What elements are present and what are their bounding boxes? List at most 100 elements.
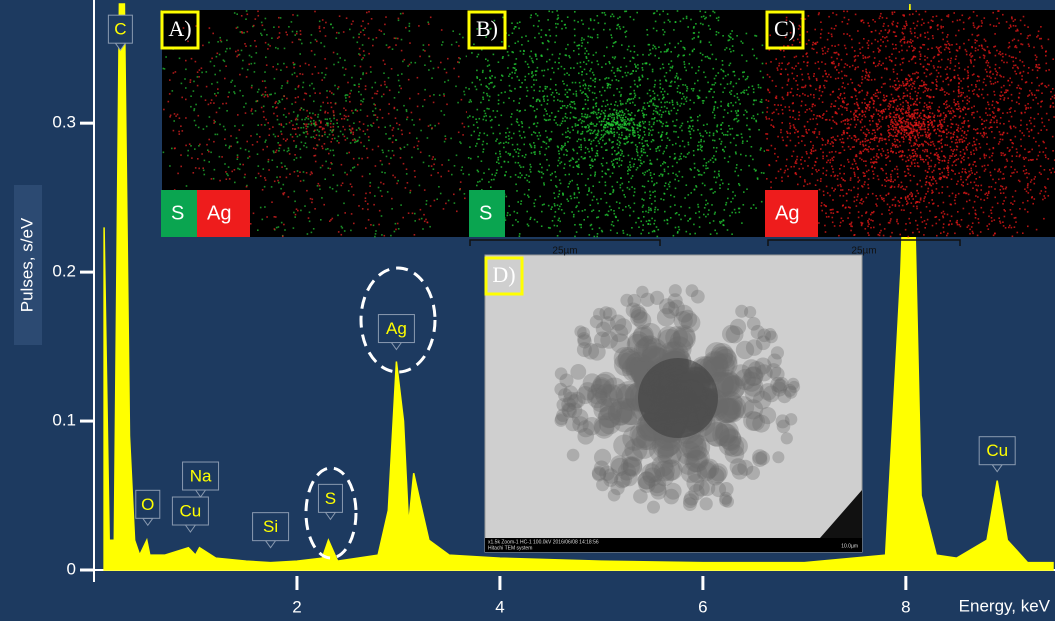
x-tick-label: 6: [698, 597, 707, 616]
map-dot: [407, 144, 409, 146]
map-dot: [924, 151, 926, 153]
map-dot: [760, 87, 762, 89]
map-dot: [469, 115, 471, 117]
map-dot: [731, 30, 733, 32]
map-dot: [623, 115, 625, 117]
map-dot: [365, 193, 367, 195]
map-dot: [262, 189, 264, 191]
map-dot: [572, 129, 574, 131]
map-dot: [584, 53, 586, 55]
map-dot: [311, 124, 313, 126]
map-dot: [590, 204, 592, 206]
map-dot: [654, 55, 656, 57]
map-dot: [596, 137, 598, 139]
map-dot: [324, 58, 326, 60]
map-dot: [658, 229, 660, 231]
map-dot: [973, 25, 975, 27]
map-dot: [624, 196, 626, 198]
map-dot: [249, 55, 251, 57]
map-dot: [610, 84, 612, 86]
map-dot: [890, 128, 892, 130]
map-dot: [873, 114, 875, 116]
map-dot: [1023, 158, 1025, 160]
map-dot: [590, 167, 592, 169]
map-dot: [549, 140, 551, 142]
map-dot: [813, 73, 815, 75]
map-dot: [276, 69, 278, 71]
map-dot: [728, 103, 730, 105]
map-dot: [528, 66, 530, 68]
map-dot: [649, 124, 651, 126]
map-dot: [847, 64, 849, 66]
map-dot: [424, 64, 426, 66]
map-dot: [446, 72, 448, 74]
map-dot: [576, 161, 578, 163]
map-dot: [583, 121, 585, 123]
map-dot: [781, 177, 783, 179]
map-dot: [727, 83, 729, 85]
map-dot: [885, 29, 887, 31]
map-dot: [566, 96, 568, 98]
map-dot: [702, 136, 704, 138]
map-dot: [359, 48, 361, 50]
map-dot: [332, 150, 334, 152]
map-dot: [597, 37, 599, 39]
map-dot: [653, 110, 655, 112]
map-dot: [324, 178, 326, 180]
map-dot: [333, 52, 335, 54]
map-dot: [947, 34, 949, 36]
map-dot: [237, 141, 239, 143]
map-dot: [804, 86, 806, 88]
map-dot: [663, 34, 665, 36]
map-dot: [990, 24, 992, 26]
map-dot: [190, 81, 192, 83]
map-dot: [679, 145, 681, 147]
map-dot: [1041, 92, 1043, 94]
map-dot: [341, 234, 343, 236]
map-dot: [896, 99, 898, 101]
map-dot: [575, 125, 577, 127]
map-dot: [191, 157, 193, 159]
map-dot: [606, 47, 608, 49]
map-dot: [638, 77, 640, 79]
map-dot: [389, 90, 391, 92]
map-dot: [494, 175, 496, 177]
map-dot: [619, 111, 621, 113]
map-dot: [390, 138, 392, 140]
map-dot: [400, 88, 402, 90]
map-dot: [955, 142, 957, 144]
map-dot: [806, 109, 808, 111]
map-dot: [363, 50, 365, 52]
map-dot: [1026, 107, 1028, 109]
map-dot: [880, 30, 882, 32]
map-dot: [713, 133, 715, 135]
map-dot: [616, 112, 618, 114]
map-dot: [694, 167, 696, 169]
map-dot: [654, 220, 656, 222]
map-dot: [498, 124, 500, 126]
map-dot: [687, 88, 689, 90]
map-dot: [350, 230, 352, 232]
map-dot: [834, 106, 836, 108]
map-dot: [679, 156, 681, 158]
map-dot: [390, 235, 392, 237]
map-dot: [723, 71, 725, 73]
map-dot: [740, 41, 742, 43]
map-dot: [685, 70, 687, 72]
map-dot: [201, 67, 203, 69]
map-dot: [567, 141, 569, 143]
map-dot: [699, 226, 701, 228]
map-dot: [519, 233, 521, 235]
map-dot: [996, 120, 998, 122]
map-dot: [534, 206, 536, 208]
map-dot: [922, 135, 924, 137]
map-dot: [634, 130, 636, 132]
map-dot: [622, 124, 624, 126]
map-dot: [558, 160, 560, 162]
map-dot: [362, 57, 364, 59]
map-dot: [380, 190, 382, 192]
map-dot: [969, 54, 971, 56]
map-dot: [533, 25, 535, 27]
map-dot: [338, 231, 340, 233]
map-dot: [963, 22, 965, 24]
